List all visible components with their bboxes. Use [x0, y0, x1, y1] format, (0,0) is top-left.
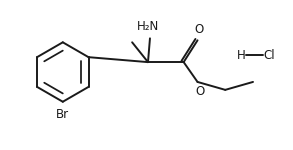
Text: Br: Br: [56, 108, 69, 121]
Text: Cl: Cl: [263, 49, 275, 62]
Text: O: O: [195, 85, 204, 98]
Text: H: H: [237, 49, 246, 62]
Text: H₂N: H₂N: [137, 20, 159, 33]
Text: O: O: [194, 23, 203, 36]
